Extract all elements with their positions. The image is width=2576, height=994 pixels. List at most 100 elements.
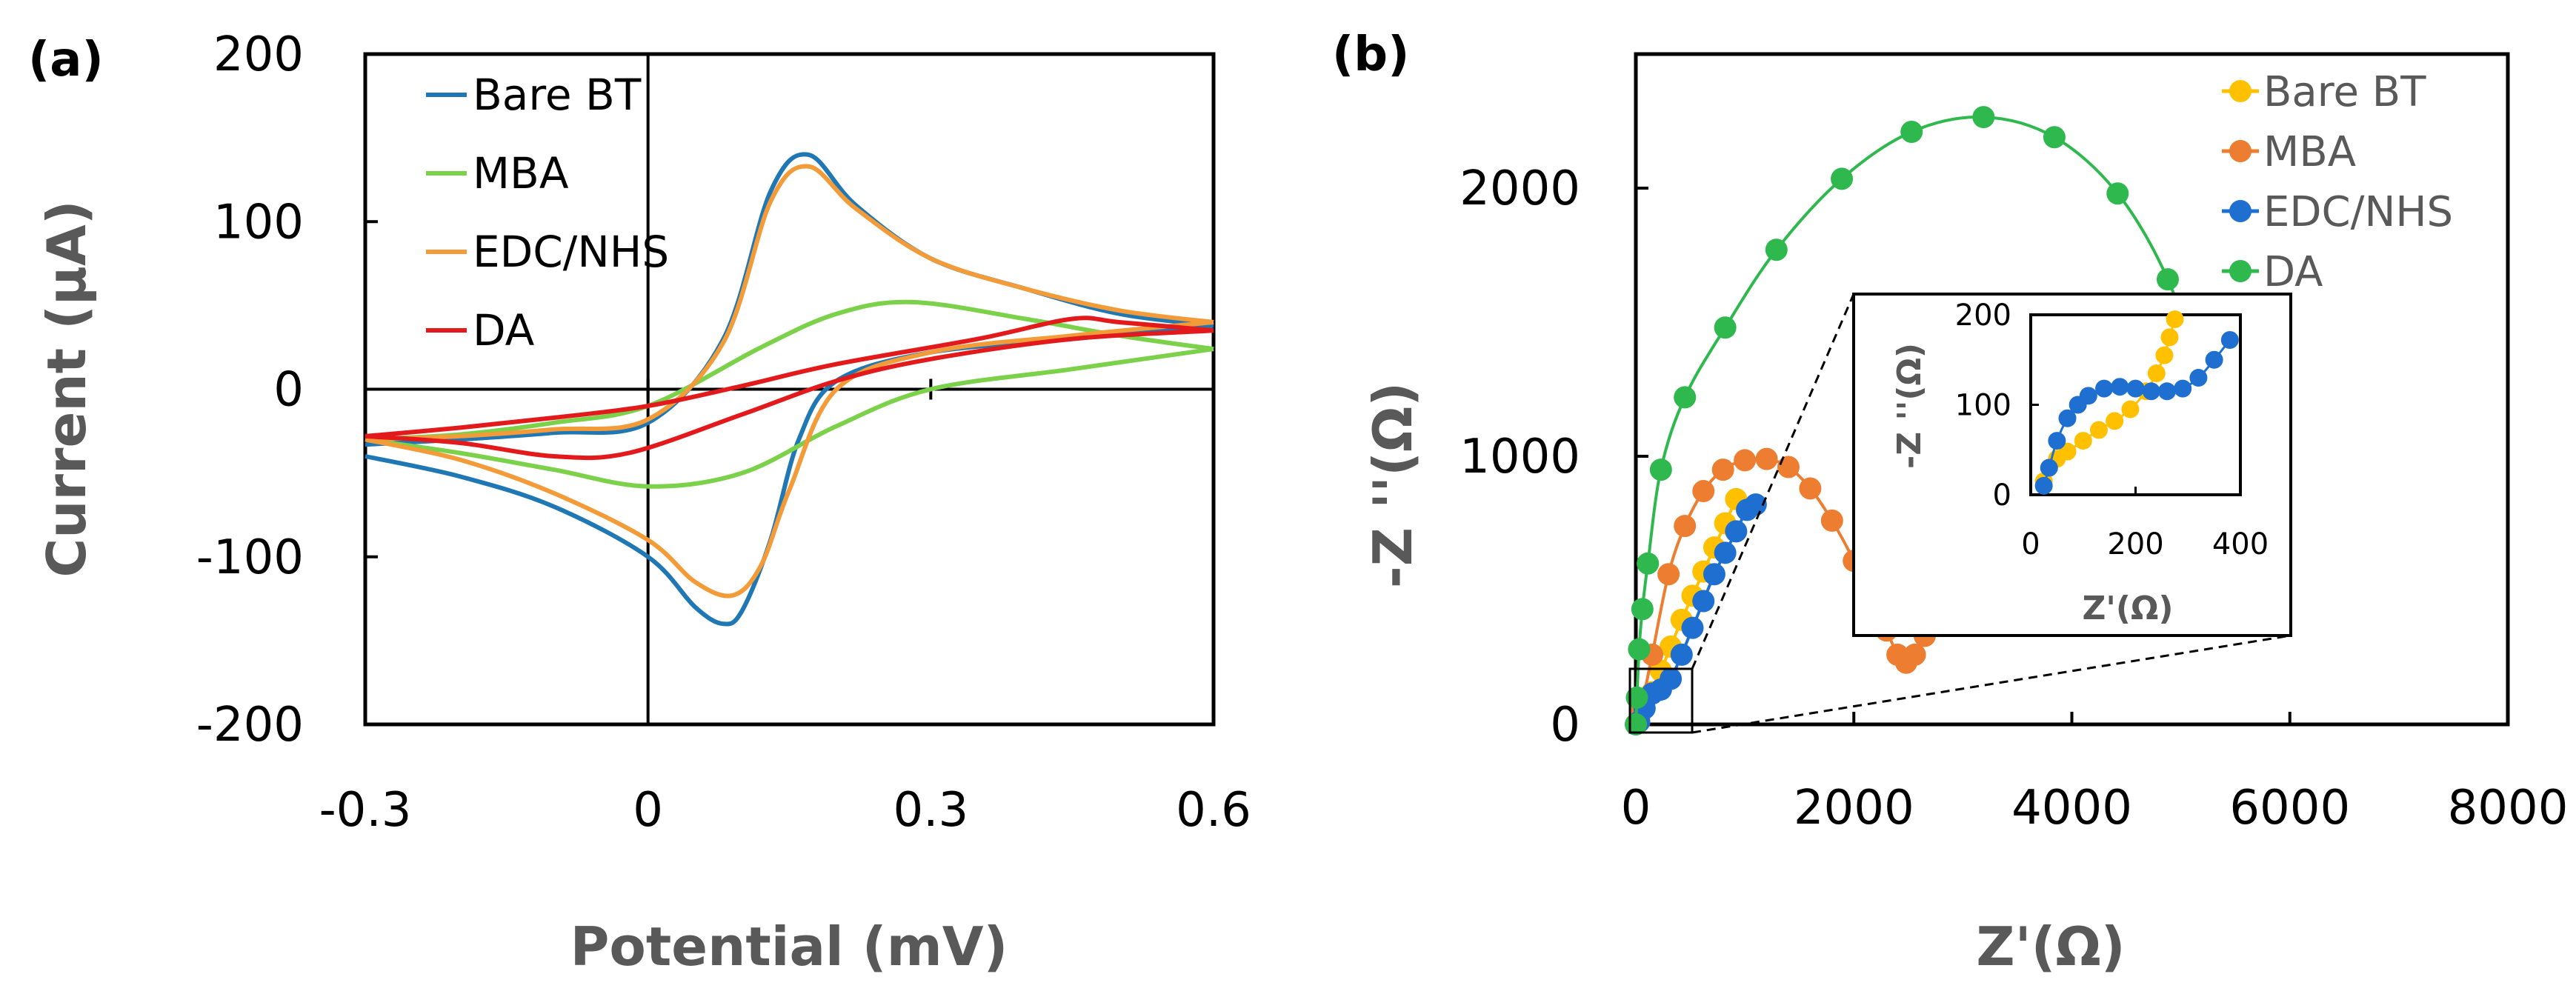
panel-b-y-tick-label: 0	[1550, 698, 1580, 753]
legend-b-swatch-marker-mba	[2229, 140, 2251, 162]
panel-a: (a) 200 100 0 -100 -200 -0.3 0 0.3 0.6 Bare BT M…	[28, 27, 1251, 978]
panel-a-y-axis-label: Current (μA)	[36, 200, 98, 577]
panel-b-y-ticks: 2000 1000 0	[1460, 161, 1648, 753]
inset-point-bare-bt	[2089, 421, 2108, 439]
panel-b-legend: Bare BT MBA EDC/NHS DA	[2222, 68, 2453, 296]
legend-b-label-da: DA	[2263, 248, 2323, 296]
panel-b-x-tick-label: 0	[1621, 781, 1651, 835]
legend-b-label-mba: MBA	[2263, 128, 2356, 176]
inset-point-edc-nhs	[2058, 409, 2077, 427]
panel-a-label: (a)	[28, 33, 104, 87]
nyquist-point-da	[1831, 167, 1854, 190]
nyquist-point-mba	[1657, 563, 1680, 586]
inset-x-tick-label: 0	[2021, 527, 2040, 561]
panel-a-x-tick-label: 0	[633, 783, 663, 838]
inset-point-bare-bt	[2074, 432, 2092, 450]
panel-b-y-tick-label: 1000	[1460, 430, 1580, 484]
nyquist-point-da	[1674, 386, 1697, 409]
legend-a-label-mba: MBA	[473, 148, 569, 199]
inset-point-bare-bt	[2106, 412, 2124, 430]
panel-b-x-tick-label: 4000	[2011, 781, 2132, 835]
inset-y-tick-label: 0	[1993, 478, 2011, 513]
inset-y-tick-label: 200	[1955, 298, 2011, 333]
inset-x-tick-label: 200	[2107, 527, 2163, 561]
panel-b-x-tick-label: 2000	[1794, 781, 1914, 835]
nyquist-point-mba	[1755, 447, 1778, 470]
inset-zoom-region	[1628, 667, 1694, 734]
inset-point-edc-nhs	[2174, 379, 2192, 398]
nyquist-point-mba	[1711, 458, 1734, 481]
inset-y-ticks: 200 100 0	[1955, 298, 2039, 513]
nyquist-point-da	[1625, 686, 1648, 709]
panel-a-y-tick-label: 200	[213, 27, 304, 82]
nyquist-point-da	[1714, 316, 1737, 339]
inset-connector-bottom	[1691, 634, 2292, 734]
inset-y-axis-label: -Z ''(Ω)	[1891, 343, 1928, 469]
inset-connector-top	[1691, 293, 1855, 670]
legend-b-swatch-marker-edc-nhs	[2229, 200, 2251, 222]
inset-point-edc-nhs	[2034, 476, 2053, 495]
nyquist-point-edc-nhs	[1681, 616, 1704, 639]
nyquist-point-mba	[1777, 456, 1800, 478]
nyquist-point-edc-nhs	[1692, 590, 1715, 613]
nyquist-point-da	[1972, 106, 1995, 129]
nyquist-point-da	[2106, 182, 2129, 205]
nyquist-point-mba	[1799, 477, 1822, 500]
inset-point-edc-nhs	[2111, 378, 2129, 396]
panel-b-x-tick-label: 6000	[2229, 781, 2350, 835]
nyquist-point-da	[1631, 598, 1654, 621]
legend-b-label-edc-nhs: EDC/NHS	[2263, 188, 2453, 236]
nyquist-point-mba	[1674, 515, 1697, 538]
cv-curve-bare-bt-forward	[365, 323, 1214, 627]
nyquist-point-da	[1765, 239, 1788, 261]
inset-x-ticks: 0 200 400	[2021, 487, 2269, 561]
nyquist-point-edc-nhs	[1714, 541, 1737, 564]
nyquist-point-mba	[1903, 643, 1926, 666]
inset-point-edc-nhs	[2079, 387, 2097, 405]
inset-point-bare-bt	[2155, 346, 2174, 364]
nyquist-point-edc-nhs	[1744, 493, 1767, 516]
nyquist-point-da	[1649, 458, 1672, 481]
inset-point-edc-nhs	[2189, 369, 2208, 387]
inset-frame	[1852, 293, 2292, 637]
panel-a-y-tick-label: 100	[213, 195, 304, 250]
nyquist-point-edc-nhs	[1670, 643, 1693, 666]
panel-a-legend: Bare BT MBA EDC/NHS DA	[426, 70, 669, 356]
cv-curve-edc-nhs-forward	[365, 320, 1214, 598]
inset-chart: 200 100 0 0 200 400 Z'(Ω) -Z ''(Ω)	[1852, 293, 2292, 637]
inset-point-edc-nhs	[2205, 350, 2223, 369]
cv-curve-mba-reverse	[365, 299, 1214, 442]
panel-b-y-tick-label: 2000	[1460, 161, 1580, 216]
nyquist-point-mba	[1734, 449, 1757, 472]
nyquist-point-edc-nhs	[1703, 563, 1725, 586]
inset-point-bare-bt	[2121, 400, 2140, 418]
nyquist-point-da	[2043, 126, 2066, 149]
nyquist-point-da	[1900, 120, 1923, 143]
inset-y-tick-label: 100	[1955, 389, 2011, 423]
legend-a-label-da: DA	[473, 305, 535, 356]
inset-point-edc-nhs	[2040, 458, 2058, 477]
inset-point-edc-nhs	[2220, 331, 2239, 350]
panel-a-axis-lines	[365, 54, 1214, 724]
legend-a-label-bare-bt: Bare BT	[473, 70, 642, 120]
panel-b-y-axis-label: -Z ''(Ω)	[1362, 382, 1424, 588]
panel-a-x-tick-label: -0.3	[319, 783, 412, 838]
nyquist-point-edc-nhs	[1660, 667, 1683, 690]
panel-a-curves	[365, 152, 1214, 627]
panel-b-x-tick-label: 8000	[2448, 781, 2569, 835]
inset-point-edc-nhs	[2157, 382, 2176, 401]
panel-a-y-tick-label: -100	[196, 530, 304, 585]
nyquist-point-da	[1637, 552, 1660, 575]
inset-series	[2034, 310, 2239, 495]
nyquist-point-mba	[1820, 509, 1843, 532]
cv-curve-mba-forward	[365, 347, 1214, 489]
legend-a-label-edc-nhs: EDC/NHS	[473, 227, 669, 277]
panel-a-x-axis-label: Potential (mV)	[570, 915, 1008, 978]
nyquist-point-da	[2156, 268, 2179, 291]
panel-a-y-ticks: 200 100 0 -100 -200	[196, 27, 378, 753]
panel-a-x-tick-label: 0.3	[893, 783, 968, 838]
panel-b-x-axis-label: Z'(Ω)	[1976, 915, 2125, 978]
panel-a-y-tick-label: -200	[196, 698, 304, 753]
cv-curve-edc-nhs-reverse	[365, 164, 1214, 442]
